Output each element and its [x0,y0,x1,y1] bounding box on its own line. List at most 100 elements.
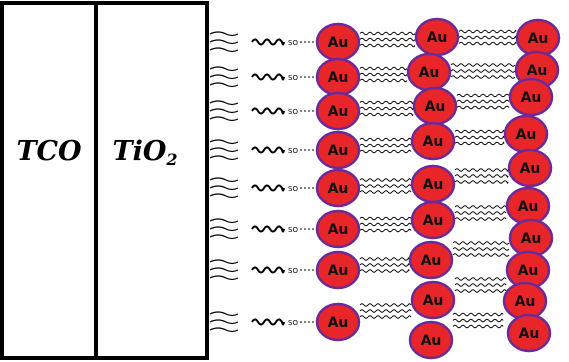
interparticle-linker [359,315,412,319]
au-label: Au [519,326,540,342]
anchor-loop [209,100,239,106]
au-label: Au [423,213,444,229]
au-particle-shape [315,302,361,342]
anchor-label: SO [288,108,298,116]
interparticle-linker [454,217,507,221]
au-particle-shape [408,240,454,280]
au-particle-shape [410,200,456,240]
au-label: Au [515,294,536,310]
interparticle-linker [359,100,414,105]
tio2-label-subscript: 2 [165,150,177,169]
au-label: Au [328,35,349,51]
surface-anchor-group [209,139,239,161]
linker-chain [251,266,285,274]
au-nanoparticle: Au [410,200,456,240]
interparticle-linker [450,75,516,79]
anchor-loop [209,82,239,88]
au-label: Au [423,134,444,150]
au-particle-shape [507,148,553,188]
anchor-loop [209,31,239,37]
au-nanoparticle: Au [503,114,549,154]
linker-chain [251,318,285,326]
interparticle-linker [454,277,507,281]
interparticle-linker [456,99,510,104]
interparticle-linker [454,205,507,209]
anchor-label: SO [288,267,298,275]
interparticle-linker [359,269,410,273]
tio2-label-main: TiO [112,136,166,167]
anchor-loop [209,116,239,122]
au-label: Au [521,90,542,106]
au-nanoparticle: Au [507,148,553,188]
surface-anchor-group [209,177,239,199]
au-nanoparticle: Au [412,86,458,126]
au-particle-shape [315,91,361,131]
interparticle-linker [452,318,504,323]
surface-anchor-group [209,218,239,240]
au-label: Au [516,127,537,143]
anchor-loop [209,327,239,333]
au-nanoparticle: Au [515,18,561,58]
anchor-loop [209,39,239,45]
au-nanoparticle: Au [508,218,554,258]
au-particle-shape [315,209,361,249]
anchor-loop [209,185,239,191]
au-nanoparticle: Au [410,121,456,161]
interparticle-linker [359,112,414,117]
interparticle-linker [454,283,507,287]
linker-molecules: SO SO SO SO SO SO SO SO [209,29,517,333]
gold-nanoparticles: Au Au Au Au Au Au Au Au Au Au Au Au Au Au Au Au Au Au Au Au… [315,17,561,360]
anchor-label: SO [288,319,298,327]
interparticle-linker [452,241,510,245]
interparticle-linker [452,253,510,257]
surface-anchor-group [209,259,239,281]
surface-anchor-group [209,100,239,122]
interparticle-linker [359,37,416,42]
au-particle-shape [315,168,361,208]
tco-layer [0,1,98,360]
tio2-layer [94,1,209,360]
interparticle-linker [359,309,412,313]
anchor-loop [209,155,239,161]
interparticle-linker [359,303,412,307]
au-label: Au [328,263,349,279]
anchor-label: SO [288,147,298,155]
interparticle-linker [359,149,412,154]
au-nanoparticle: Au [315,302,361,342]
interparticle-linker [359,72,408,77]
anchor-label: SO [288,39,298,47]
anchor-loop [209,259,239,265]
au-nanoparticle: Au [414,17,460,57]
interparticle-linker [454,135,505,140]
tio2-label: TiO2 [112,136,177,169]
interparticle-linker [359,178,412,182]
interparticle-linker [359,184,412,188]
linker-chain [251,73,285,81]
surface-anchor-group [209,311,239,333]
au-label: Au [421,333,442,349]
anchor-loop [209,218,239,224]
linker-chain [251,146,285,154]
anchor-loop [209,311,239,317]
interparticle-linker [359,190,412,194]
linker-chain [251,184,285,192]
au-nanoparticle: Au [505,186,551,226]
tco-label: TCO [16,136,82,167]
au-particle-shape [315,250,361,290]
interparticle-linker [454,211,507,215]
au-nanoparticle: Au [502,281,548,321]
au-particle-shape [506,313,552,353]
au-label: Au [328,143,349,159]
interparticle-linker [359,31,416,36]
anchor-label: SO [288,226,298,234]
interparticle-linker [454,168,509,172]
au-label: Au [328,222,349,238]
interparticle-linker [458,41,517,46]
interparticle-linker [450,63,516,67]
au-label: Au [423,293,444,309]
linker-chain [251,107,285,115]
au-label: Au [518,263,539,279]
interparticle-linker [359,143,412,148]
